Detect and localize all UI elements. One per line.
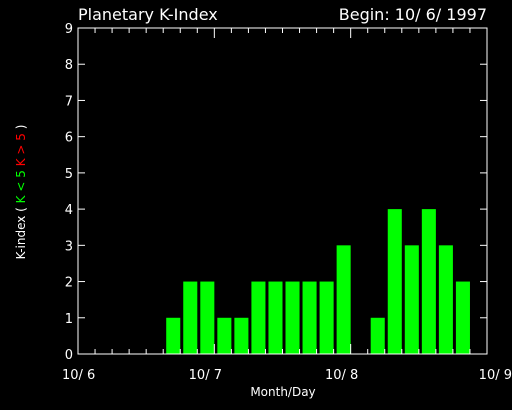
bar-6 xyxy=(183,281,198,354)
y-tick-label-0: 0 xyxy=(65,348,73,363)
y-tick-label-1: 1 xyxy=(65,312,73,327)
bar-19 xyxy=(404,245,419,354)
y-axis-title-part-2: K < 5 xyxy=(14,166,28,203)
x-tick-label-2: 10/ 8 xyxy=(325,368,358,383)
y-axis-title: K-index ( K < 5 K > 5 ) xyxy=(14,125,28,260)
bar-17 xyxy=(370,317,385,354)
x-tick-label-0: 10/ 6 xyxy=(62,368,95,383)
y-tick-label-8: 8 xyxy=(65,58,73,73)
bar-14 xyxy=(319,281,334,354)
y-axis-title-part-4: ) xyxy=(14,125,28,130)
y-axis-title-part-1: ( xyxy=(14,203,28,212)
x-axis-title: Month/Day xyxy=(250,385,315,399)
bar-21 xyxy=(438,245,453,354)
bar-11 xyxy=(268,281,283,354)
plot-area: 0 1 2 3 4 5 6 7 8 9 10/ 6 10/ 7 10/ 8 10/ 9 xyxy=(62,22,512,383)
y-tick-label-7: 7 xyxy=(65,94,73,109)
y-tick-label-3: 3 xyxy=(65,239,73,254)
y-tick-label-9: 9 xyxy=(65,22,73,37)
bar-5 xyxy=(166,317,181,354)
y-tick-label-6: 6 xyxy=(65,131,73,146)
bar-7 xyxy=(200,281,215,354)
y-axis-title-part-0: K-index xyxy=(14,212,28,260)
x-tick-label-3: 10/ 9 xyxy=(479,368,512,383)
bar-9 xyxy=(234,317,249,354)
y-tick-label-5: 5 xyxy=(65,167,73,182)
bar-8 xyxy=(217,317,232,354)
bar-13 xyxy=(302,281,317,354)
bar-12 xyxy=(285,281,300,354)
y-axis-title-part-3: K > 5 xyxy=(14,129,28,166)
bar-10 xyxy=(251,281,266,354)
bar-15 xyxy=(336,245,351,354)
bar-18 xyxy=(387,209,402,354)
bar-20 xyxy=(421,209,436,354)
bar-22 xyxy=(455,281,470,354)
chart-title: Planetary K-Index xyxy=(78,5,218,24)
y-tick-label-2: 2 xyxy=(65,276,73,291)
x-tick-label-1: 10/ 7 xyxy=(189,368,222,383)
begin-date: Begin: 10/ 6/ 1997 xyxy=(339,5,487,24)
y-tick-label-4: 4 xyxy=(65,203,73,218)
